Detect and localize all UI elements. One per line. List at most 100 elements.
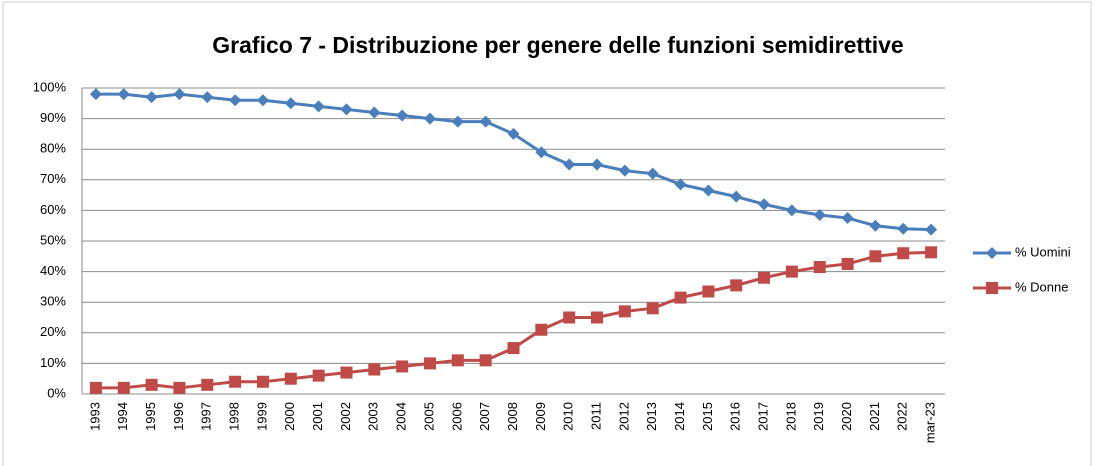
marker [284, 97, 297, 110]
y-tick-label: 50% [40, 232, 66, 247]
marker [730, 190, 743, 203]
y-tick-label: 40% [40, 263, 66, 278]
marker [507, 342, 520, 355]
x-tick-label: 2021 [867, 402, 882, 431]
x-tick-label: 2012 [616, 402, 631, 431]
marker [117, 88, 130, 101]
x-tick-label: 1995 [143, 402, 158, 431]
marker [312, 100, 325, 113]
x-tick-label: 2013 [644, 402, 659, 431]
marker [646, 302, 659, 315]
marker [479, 115, 492, 128]
marker [173, 88, 186, 101]
y-tick-label: 0% [47, 385, 66, 400]
marker [284, 372, 297, 385]
marker [368, 106, 381, 119]
x-tick-label: 1993 [87, 402, 102, 431]
marker [535, 323, 548, 336]
marker [646, 167, 659, 180]
x-tick-label: 2006 [449, 402, 464, 431]
marker [674, 291, 687, 304]
x-tick-label: 2002 [338, 402, 353, 431]
marker [674, 178, 687, 191]
marker [925, 246, 938, 259]
y-tick-label: 60% [40, 202, 66, 217]
marker [702, 184, 715, 197]
x-tick-label: 2007 [477, 402, 492, 431]
marker [396, 109, 409, 122]
x-tick-label: 2004 [394, 402, 409, 431]
marker [535, 146, 548, 159]
marker [340, 103, 353, 116]
marker [986, 247, 998, 259]
marker [145, 378, 158, 391]
marker [618, 164, 631, 177]
marker [89, 88, 102, 101]
x-tick-label: mar-23 [923, 402, 938, 443]
marker [368, 363, 381, 376]
chart-title: Grafico 7 - Distribuzione per genere del… [212, 32, 903, 58]
marker [229, 375, 242, 388]
x-tick-label: 2018 [783, 402, 798, 431]
x-tick-label: 2001 [310, 402, 325, 431]
marker [229, 94, 242, 107]
marker [618, 305, 631, 318]
y-tick-label: 10% [40, 355, 66, 370]
marker [256, 375, 269, 388]
x-tick-label: 1998 [227, 402, 242, 431]
marker [785, 265, 798, 278]
marker [423, 112, 436, 125]
marker [256, 94, 269, 107]
x-tick-label: 1999 [254, 402, 269, 431]
marker [312, 369, 325, 382]
marker [507, 127, 520, 140]
x-tick-label: 2020 [839, 402, 854, 431]
marker [340, 366, 353, 379]
marker [869, 250, 882, 263]
marker [563, 311, 576, 324]
marker [785, 204, 798, 217]
marker [841, 257, 854, 270]
marker [925, 223, 938, 236]
marker [173, 381, 186, 394]
x-tick-label: 2019 [811, 402, 826, 431]
marker [869, 219, 882, 232]
x-tick-label: 1994 [115, 402, 130, 431]
x-tick-label: 2011 [588, 402, 603, 430]
marker [813, 208, 826, 221]
marker [396, 360, 409, 373]
marker [758, 198, 771, 211]
marker [841, 212, 854, 225]
legend-label: % Donne [1015, 279, 1068, 294]
marker [89, 381, 102, 394]
marker [451, 354, 464, 367]
series [89, 88, 938, 236]
x-tick-label: 2014 [672, 402, 687, 431]
marker [563, 158, 576, 171]
x-tick-label: 2017 [755, 402, 770, 431]
x-tick-label: 2015 [700, 402, 715, 431]
marker [117, 381, 130, 394]
x-tick-label: 1996 [171, 402, 186, 431]
x-tick-label: 2010 [561, 402, 576, 431]
marker [591, 311, 604, 324]
marker [986, 282, 998, 294]
y-tick-label: 20% [40, 324, 66, 339]
legend-label: % Uomini [1015, 244, 1071, 259]
x-tick-label: 1997 [199, 402, 214, 431]
marker [758, 271, 771, 284]
marker [479, 354, 492, 367]
marker [897, 222, 910, 235]
y-tick-label: 30% [40, 294, 66, 309]
marker [423, 357, 436, 370]
marker [813, 261, 826, 274]
x-tick-label: 2003 [366, 402, 381, 431]
y-tick-label: 70% [40, 171, 66, 186]
marker [702, 285, 715, 298]
series [89, 246, 938, 394]
marker [201, 91, 214, 104]
marker [897, 247, 910, 260]
y-tick-label: 100% [33, 79, 67, 94]
marker [451, 115, 464, 128]
